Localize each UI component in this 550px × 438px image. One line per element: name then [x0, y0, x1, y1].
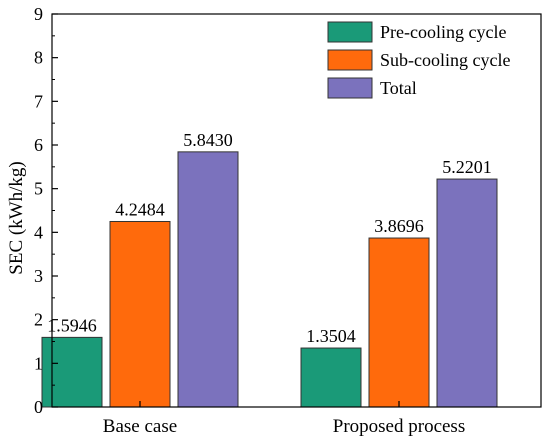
bar	[436, 178, 498, 408]
data-label: 4.2484	[115, 199, 165, 219]
x-tick-label: Proposed process	[333, 416, 465, 437]
y-tick-label: 9	[34, 4, 43, 24]
bar	[300, 347, 362, 408]
x-tick-label: Base case	[103, 416, 177, 437]
legend-swatch	[327, 21, 373, 43]
y-tick-label: 2	[34, 310, 43, 330]
y-tick-label: 8	[34, 48, 43, 68]
y-tick-label: 0	[34, 397, 43, 417]
bar	[368, 237, 430, 408]
y-tick-label: 6	[34, 135, 43, 155]
data-label: 5.8430	[183, 130, 233, 150]
data-label: 5.2201	[442, 157, 492, 177]
legend-swatch	[327, 49, 373, 71]
y-tick-label: 1	[34, 353, 43, 373]
y-axis-label: SEC (kWh/kg)	[6, 161, 27, 274]
data-label: 3.8696	[374, 216, 424, 236]
legend-label: Sub-cooling cycle	[380, 50, 510, 70]
legend-swatch	[327, 77, 373, 99]
y-tick-label: 5	[34, 179, 43, 199]
y-tick-label: 7	[34, 91, 43, 111]
legend-label: Pre-cooling cycle	[380, 22, 506, 42]
plot-area: 1.5946 4.2484 5.8430 Base case 1.3504 3.8696 5…	[34, 4, 542, 437]
data-label: 1.5946	[47, 315, 97, 335]
bar	[41, 336, 103, 408]
legend-label: Total	[380, 78, 417, 98]
bar	[109, 220, 171, 408]
y-tick-label: 3	[34, 266, 43, 286]
data-label: 1.3504	[306, 326, 356, 346]
bar	[177, 151, 239, 408]
y-tick-label: 4	[34, 222, 43, 242]
